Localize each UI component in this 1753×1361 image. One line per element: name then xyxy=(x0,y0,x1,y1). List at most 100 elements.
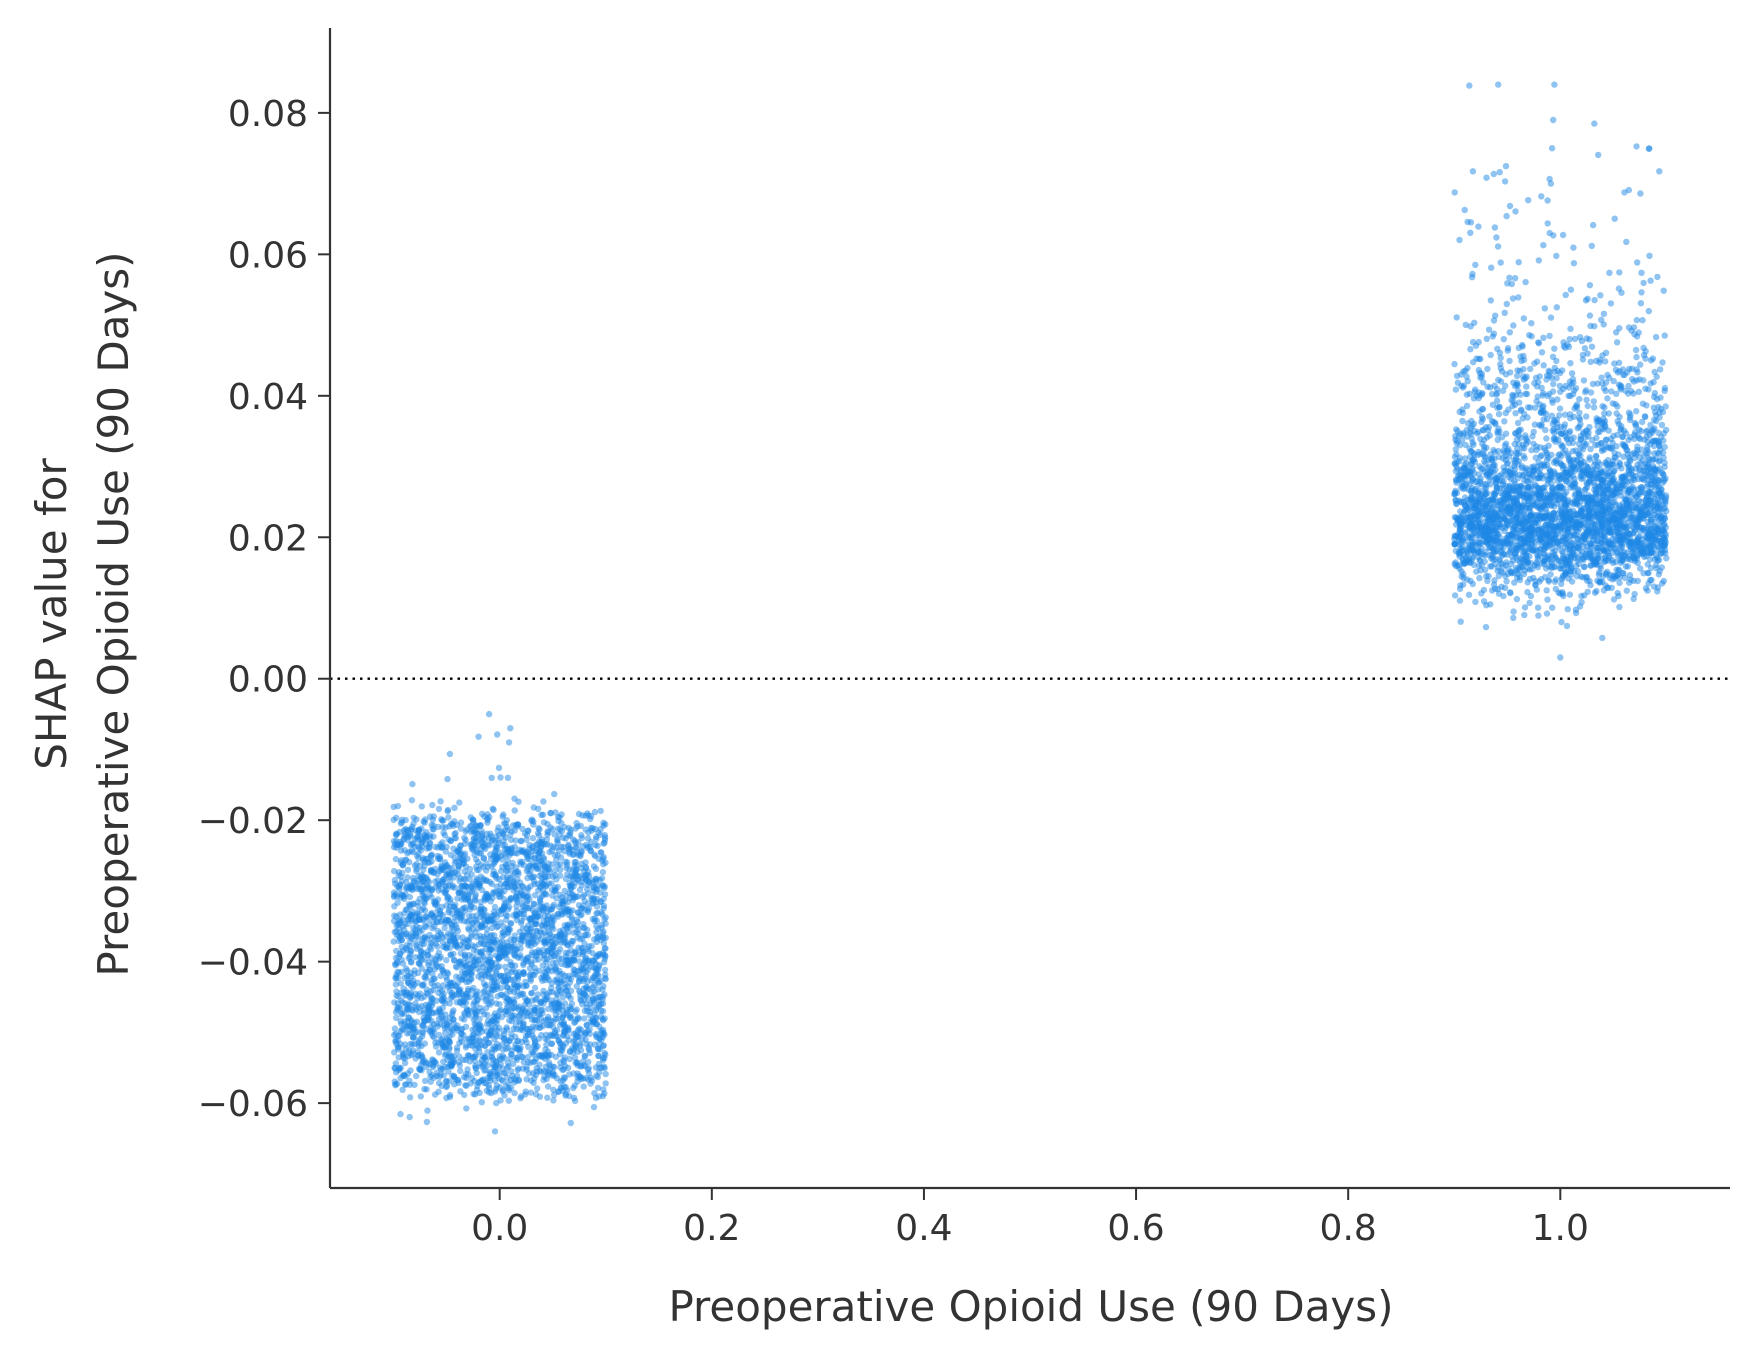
data-point xyxy=(1535,612,1542,619)
data-point xyxy=(408,958,415,965)
data-point xyxy=(600,1086,607,1093)
data-point xyxy=(423,895,430,902)
data-point xyxy=(530,1079,537,1087)
data-point xyxy=(392,981,400,988)
data-point xyxy=(427,910,435,918)
data-point xyxy=(499,929,506,936)
data-point xyxy=(474,884,481,891)
data-point xyxy=(1500,592,1507,600)
data-point xyxy=(580,1083,587,1090)
data-point xyxy=(396,911,404,918)
data-point xyxy=(575,839,582,846)
data-point xyxy=(435,1049,443,1056)
data-point xyxy=(407,938,414,945)
data-point xyxy=(1623,238,1630,246)
data-point xyxy=(1515,294,1522,301)
data-point xyxy=(1480,598,1488,605)
data-point xyxy=(1472,261,1479,269)
data-point xyxy=(523,1076,530,1083)
data-point xyxy=(585,1046,593,1054)
data-point xyxy=(557,1021,564,1029)
data-point xyxy=(432,898,439,905)
data-point xyxy=(394,802,402,810)
data-point xyxy=(463,1036,471,1043)
data-point xyxy=(391,1025,399,1032)
data-point xyxy=(488,978,496,986)
data-point xyxy=(397,1005,404,1012)
data-point xyxy=(601,1015,608,1022)
data-point xyxy=(495,764,503,772)
data-point xyxy=(544,974,551,981)
data-point xyxy=(468,828,475,836)
data-point xyxy=(522,1091,529,1098)
data-point xyxy=(418,982,426,989)
data-point xyxy=(414,899,421,906)
data-point xyxy=(550,1097,557,1104)
data-point xyxy=(581,906,588,913)
data-point xyxy=(575,810,583,818)
data-point xyxy=(405,1005,412,1012)
data-point xyxy=(518,900,526,908)
data-point xyxy=(585,1058,592,1066)
data-point xyxy=(452,829,459,837)
data-point xyxy=(522,1032,530,1040)
data-point xyxy=(442,1016,449,1023)
data-point xyxy=(565,841,572,848)
data-point xyxy=(514,983,521,990)
data-point xyxy=(397,873,405,880)
data-point xyxy=(531,892,539,899)
data-point xyxy=(504,912,511,919)
data-point xyxy=(549,903,556,910)
data-point xyxy=(439,967,447,974)
data-point xyxy=(484,811,491,818)
data-point xyxy=(486,1074,493,1082)
data-point xyxy=(592,825,599,833)
data-point xyxy=(512,947,519,954)
data-point xyxy=(1657,366,1664,373)
data-point xyxy=(1541,305,1549,312)
data-point xyxy=(469,1054,476,1061)
data-point xyxy=(444,916,451,924)
data-point xyxy=(547,842,554,849)
data-point xyxy=(453,999,460,1006)
data-point xyxy=(593,929,600,936)
data-point xyxy=(578,832,585,839)
data-point xyxy=(407,916,415,923)
data-point xyxy=(456,846,464,854)
data-point xyxy=(395,937,402,945)
data-point xyxy=(1484,365,1491,373)
data-point xyxy=(589,949,596,957)
data-point xyxy=(591,936,598,943)
data-point xyxy=(449,1072,456,1080)
data-point xyxy=(519,1006,526,1014)
data-point xyxy=(549,826,556,833)
data-point xyxy=(539,1006,546,1014)
data-point xyxy=(541,912,548,920)
data-point xyxy=(1595,151,1602,159)
data-point xyxy=(566,1055,573,1063)
data-point xyxy=(1646,252,1653,259)
data-point xyxy=(446,750,454,758)
data-point xyxy=(480,854,487,862)
data-point xyxy=(1497,378,1505,385)
data-point xyxy=(588,942,595,950)
data-point xyxy=(504,1074,511,1081)
data-point xyxy=(1497,259,1504,266)
data-point xyxy=(471,834,478,842)
data-point xyxy=(435,1015,443,1022)
data-point xyxy=(598,875,606,882)
data-point xyxy=(391,999,398,1006)
data-point xyxy=(1538,421,1545,428)
data-point xyxy=(602,1070,609,1078)
data-point xyxy=(397,891,404,898)
data-point xyxy=(514,1054,521,1061)
data-point xyxy=(589,1016,597,1023)
data-point xyxy=(602,945,609,952)
data-point xyxy=(597,936,604,944)
data-point xyxy=(525,1043,532,1051)
data-point xyxy=(532,1044,540,1051)
data-point xyxy=(601,836,609,843)
data-point xyxy=(404,850,411,857)
data-point xyxy=(1637,190,1644,197)
data-point xyxy=(542,873,549,881)
